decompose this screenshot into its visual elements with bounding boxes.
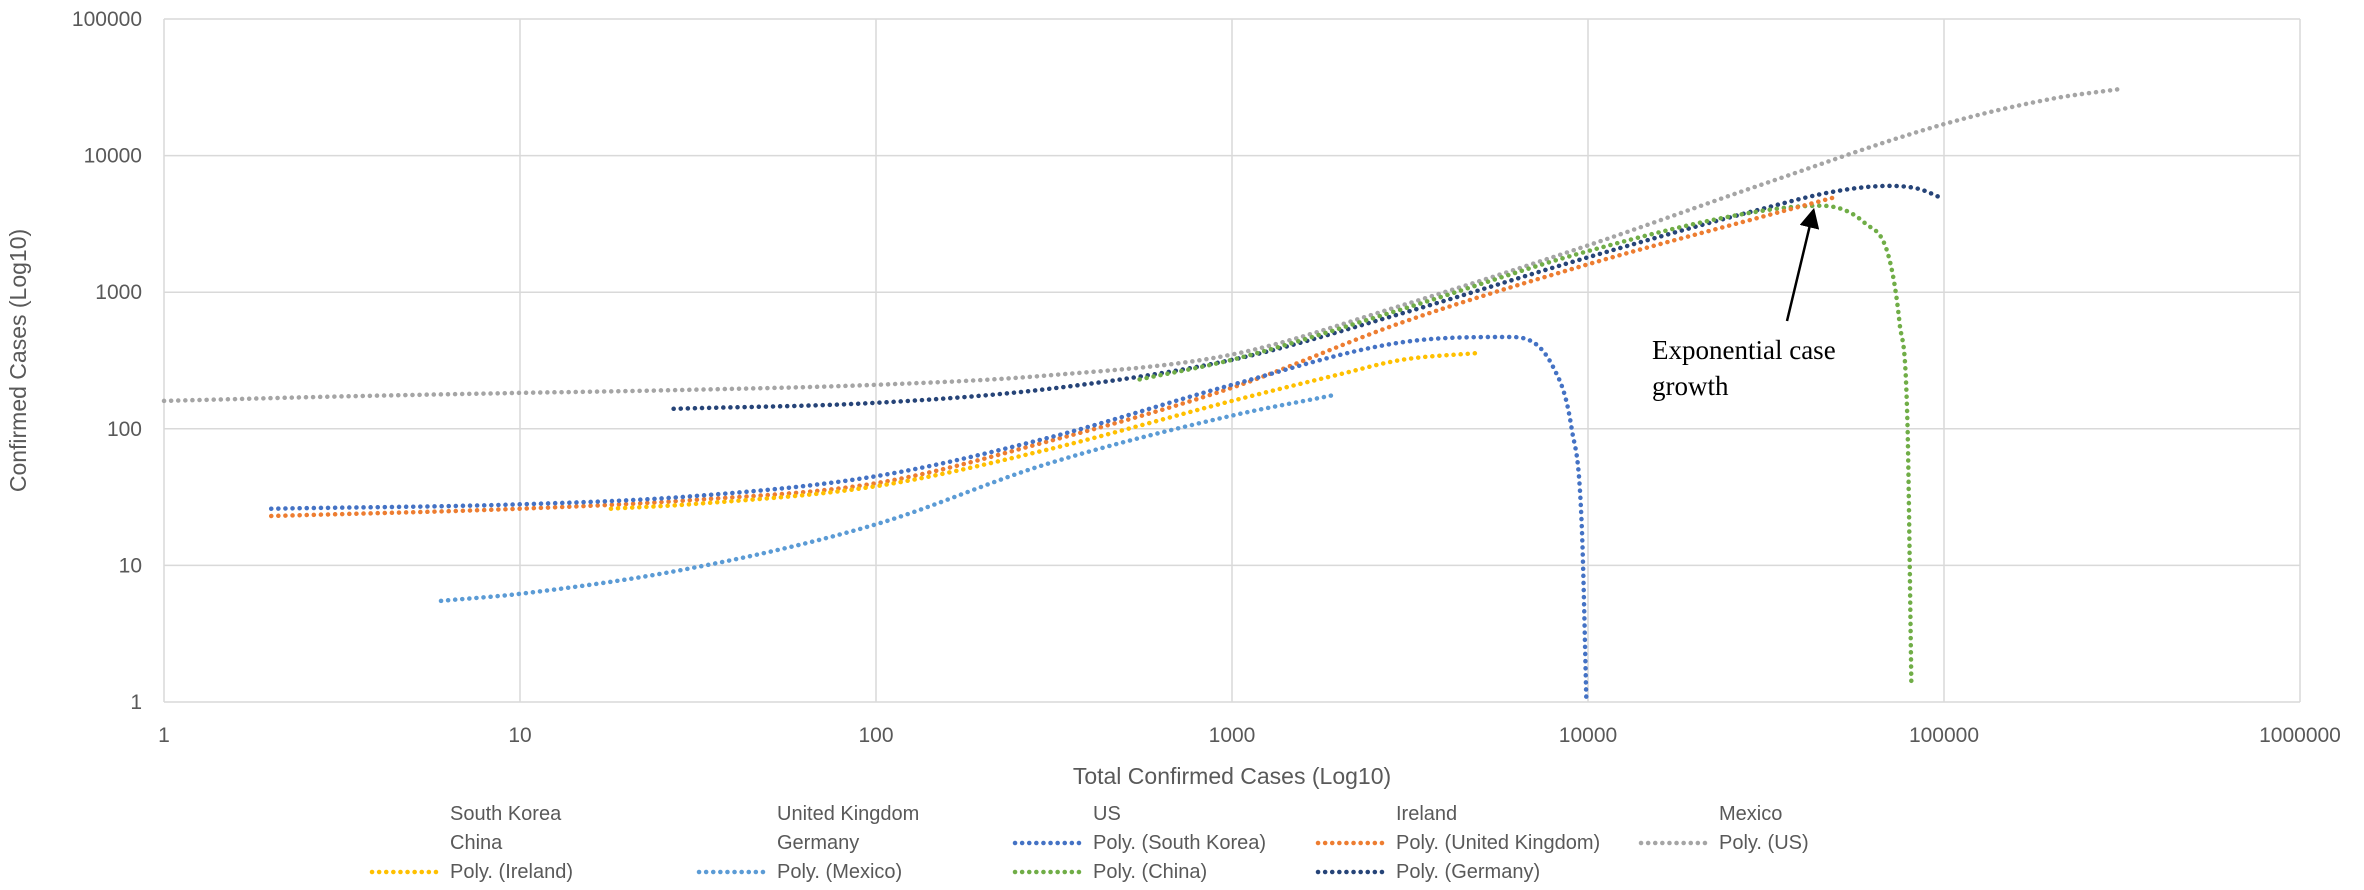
y-axis-title: Confirmed Cases (Log10) (5, 229, 31, 492)
annotation-arrow (1785, 207, 1820, 322)
x-tick-label: 1000 (1209, 724, 1256, 747)
legend-label: South Korea (450, 803, 562, 825)
series-line-poly-united-kingdom (268, 194, 1840, 519)
series-line-poly-mexico (438, 393, 1334, 604)
y-axis-ticks: 1 10 100 1000 10000 100000 (72, 8, 142, 714)
annotation: Exponential case growth (1652, 207, 1836, 401)
legend-label: Poly. (Germany) (1396, 861, 1540, 883)
legend-entry: Poly. (United Kingdom) (1315, 832, 1600, 854)
legend-entry: United Kingdom (777, 803, 919, 825)
legend-entry: Germany (777, 832, 859, 854)
legend-entry: Poly. (China) (1012, 861, 1207, 883)
legend-label: Mexico (1719, 803, 1782, 825)
series-line-poly-germany (671, 183, 1947, 412)
legend-entry: Poly. (US) (1638, 832, 1809, 854)
y-tick-label: 10000 (84, 145, 142, 168)
series-line-poly-china (1137, 203, 1914, 689)
legend-label: Poly. (United Kingdom) (1396, 832, 1600, 854)
legend-entry: Ireland (1396, 803, 1457, 825)
y-tick-label: 100 (107, 418, 142, 441)
series-line-poly-south-korea (268, 334, 1589, 705)
x-tick-label: 1000000 (2259, 724, 2341, 747)
x-axis-title: Total Confirmed Cases (Log10) (1073, 763, 1391, 789)
legend-entry: Poly. (Mexico) (696, 861, 902, 883)
annotation-text: Exponential case (1652, 335, 1836, 365)
legend-label: Poly. (Mexico) (777, 861, 902, 883)
x-tick-label: 10 (508, 724, 531, 747)
legend-entry: US (1093, 803, 1121, 825)
legend-entry: China (450, 832, 503, 854)
x-tick-label: 100 (858, 724, 893, 747)
x-tick-label: 1 (158, 724, 170, 747)
y-tick-label: 1000 (95, 281, 142, 304)
legend-label: Germany (777, 832, 859, 854)
y-tick-label: 1 (130, 691, 142, 714)
legend-label: China (450, 832, 503, 854)
legend-label: Poly. (China) (1093, 861, 1207, 883)
gridlines (163, 18, 2301, 703)
legend-entry: South Korea (450, 803, 562, 825)
series-group (161, 86, 2127, 705)
x-tick-label: 10000 (1559, 724, 1617, 747)
legend-label: Poly. (South Korea) (1093, 832, 1266, 854)
legend-label: Poly. (US) (1719, 832, 1809, 854)
legend-entry: Poly. (Germany) (1315, 861, 1540, 883)
series-line-poly-ireland (608, 350, 1484, 511)
legend-entry: Mexico (1719, 803, 1782, 825)
y-tick-label: 10 (119, 554, 142, 577)
annotation-text: growth (1652, 371, 1729, 401)
legend-entry: Poly. (South Korea) (1012, 832, 1266, 854)
x-tick-label: 100000 (1909, 724, 1979, 747)
x-axis-ticks: 1 10 100 1000 10000 100000 1000000 (158, 724, 2341, 747)
legend-entry: Poly. (Ireland) (369, 861, 573, 883)
y-tick-label: 100000 (72, 8, 142, 31)
legend: South Korea United Kingdom US Ireland Mexico… (369, 803, 1809, 883)
legend-label: Poly. (Ireland) (450, 861, 573, 883)
legend-label: US (1093, 803, 1121, 825)
legend-label: Ireland (1396, 803, 1457, 825)
series-line-poly-us (161, 86, 2127, 404)
legend-label: United Kingdom (777, 803, 919, 825)
